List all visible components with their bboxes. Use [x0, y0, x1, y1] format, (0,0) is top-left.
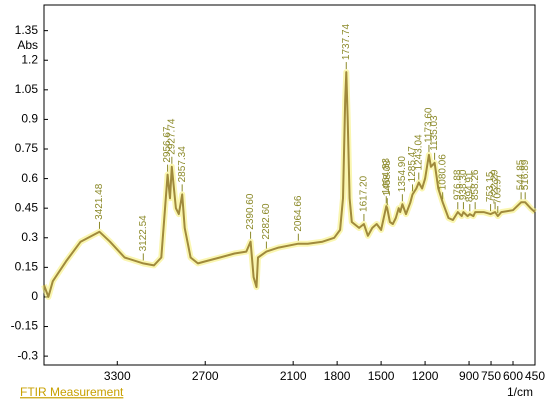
y-tick-label: 0.6: [21, 171, 38, 185]
peak-label: 858.26: [470, 169, 481, 200]
y-tick-label: 0.3: [21, 230, 38, 244]
peak-label: 1173.60: [424, 107, 435, 143]
peak-label: 976.88: [452, 169, 463, 200]
x-tick-label: 750: [481, 369, 501, 383]
peak-label: 1285.47: [407, 146, 418, 183]
peak-label: 2064.66: [293, 195, 304, 232]
peak-label: 2857.34: [177, 146, 188, 183]
peak-label: 2390.60: [245, 193, 256, 230]
peak-label: 938.30: [458, 169, 469, 200]
spectrum-line: [43, 71, 536, 298]
peak-label: 3421.48: [94, 183, 105, 220]
peak-label: 516.89: [520, 159, 531, 190]
peak-label: 1464.83: [381, 158, 392, 195]
x-tick-label: 2100: [280, 369, 307, 383]
peak-label: 722.29: [490, 169, 501, 200]
x-tick-label: 1200: [412, 369, 439, 383]
y-tick-label: 1.05: [15, 82, 39, 96]
peak-label: 2927.74: [166, 118, 177, 155]
x-tick-label: 600: [503, 369, 523, 383]
x-tick-label: 1500: [368, 369, 395, 383]
y-tick-label: 0.75: [15, 141, 39, 155]
x-axis-label: 1/cm: [507, 385, 533, 399]
peak-label: 1354.90: [397, 156, 408, 193]
y-tick-label: 1.2: [21, 52, 38, 66]
y-tick-label: 0: [31, 289, 38, 303]
y-tick-label: 0.45: [15, 200, 39, 214]
x-tick-label: 1800: [324, 369, 351, 383]
y-tick-label: 0.15: [15, 260, 39, 274]
peak-label: 1617.20: [359, 175, 370, 212]
x-tick-label: 3300: [104, 369, 131, 383]
y-tick-label: -0.15: [11, 319, 39, 333]
y-tick-label: 1.35: [15, 23, 39, 37]
peak-label: 2956.67: [162, 126, 173, 163]
y-axis-label: Abs: [17, 38, 38, 52]
y-tick-label: -0.3: [17, 348, 38, 362]
peak-label: 544.85: [516, 159, 527, 190]
y-tick-label: 0.9: [21, 112, 38, 126]
peak-label: 894.91: [464, 171, 475, 202]
footer-label: FTIR Measurement: [20, 385, 124, 399]
peak-label: 1135.03: [429, 115, 440, 151]
x-tick-label: 450: [525, 369, 545, 383]
peak-label: 1737.74: [341, 23, 352, 60]
x-tick-label: 900: [459, 369, 479, 383]
x-tick-label: 2700: [192, 369, 219, 383]
peak-label: 1080.06: [437, 154, 448, 191]
peak-label: 703.97: [492, 173, 503, 204]
peak-label: 1243.04: [413, 134, 424, 171]
plot-frame: [43, 4, 536, 366]
peak-label: 2282.60: [261, 203, 272, 240]
peak-label: 753.15: [485, 171, 496, 202]
peak-label: 1458.08: [382, 160, 393, 197]
peak-label: 3122.54: [138, 215, 149, 252]
